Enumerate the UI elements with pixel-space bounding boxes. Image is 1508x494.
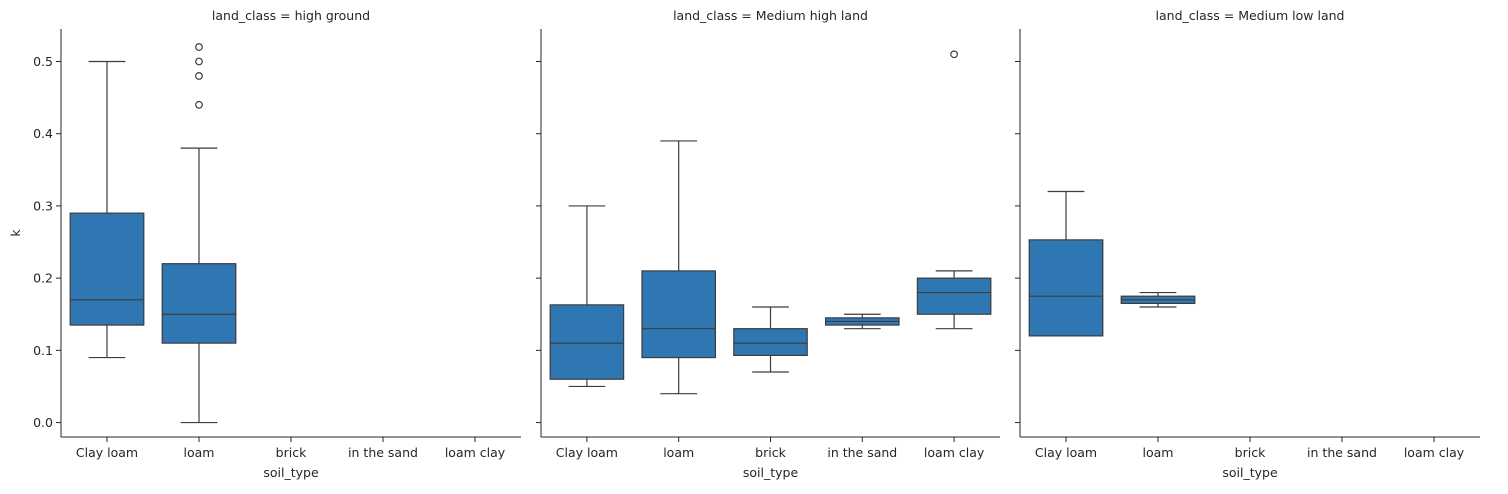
y-tick-label: 0.4 — [33, 126, 53, 141]
x-axis-label: soil_type — [1222, 465, 1278, 480]
facet-panel-2: land_class = Medium low land Clay loam loa… — [1015, 8, 1480, 480]
y-tick-label: 0.1 — [33, 343, 53, 358]
y-tick-label: 0.2 — [33, 271, 53, 286]
box-iqr — [641, 270, 717, 359]
x-tick-label: loam clay — [924, 445, 985, 460]
x-tick-label: Clay loam — [1035, 445, 1097, 460]
box-brick — [733, 306, 808, 373]
panel-title: land_class = high ground — [212, 8, 370, 23]
y-tick-label: 0.0 — [33, 415, 53, 430]
box-iqr — [161, 263, 237, 344]
x-axis-label: soil_type — [263, 465, 319, 480]
x-tick-label: Clay loam — [556, 445, 618, 460]
x-tick-label: brick — [755, 445, 786, 460]
box-iqr — [733, 328, 808, 357]
y-axis-label: k — [8, 229, 23, 237]
x-tick-label: in the sand — [1307, 445, 1377, 460]
y-tick-label: 0.3 — [33, 198, 53, 213]
x-tick-label: brick — [1235, 445, 1266, 460]
outlier-point — [195, 72, 203, 80]
box-loam — [641, 140, 717, 395]
x-tick-label: loam clay — [445, 445, 506, 460]
x-tick-label: brick — [276, 445, 307, 460]
x-axis-label: soil_type — [743, 465, 799, 480]
box-loam — [161, 43, 237, 424]
box-iqr — [69, 212, 145, 326]
outlier-point — [950, 50, 958, 59]
x-tick-label: in the sand — [348, 445, 418, 460]
box-in-the-sand — [824, 313, 900, 330]
x-tick-label: loam clay — [1404, 445, 1465, 460]
x-tick-label: loam — [1143, 445, 1174, 460]
x-tick-label: in the sand — [827, 445, 897, 460]
box-clay-loam — [549, 205, 625, 388]
x-tick-label: loam — [663, 445, 694, 460]
outlier-point — [195, 43, 203, 51]
x-tick-label: Clay loam — [76, 445, 138, 460]
outlier-point — [195, 100, 203, 109]
box-iqr — [916, 277, 992, 315]
box-loam — [1120, 291, 1196, 308]
panel-title: land_class = Medium high land — [673, 8, 868, 23]
box-iqr — [549, 304, 625, 380]
y-tick-label: 0.5 — [33, 54, 53, 69]
outlier-point — [195, 57, 203, 66]
facet-panel-1: land_class = Medium high land Clay loam lo… — [536, 8, 1000, 480]
box-iqr — [1028, 239, 1104, 337]
facet-panel-0: land_class = high ground 0.0 0.1 0.2 0.3 0.4 0… — [33, 8, 521, 480]
panel-title: land_class = Medium low land — [1156, 8, 1345, 23]
box-clay-loam — [69, 60, 145, 359]
box-loam-clay — [916, 50, 992, 330]
x-tick-label: loam — [184, 445, 215, 460]
box-clay-loam — [1028, 190, 1104, 337]
